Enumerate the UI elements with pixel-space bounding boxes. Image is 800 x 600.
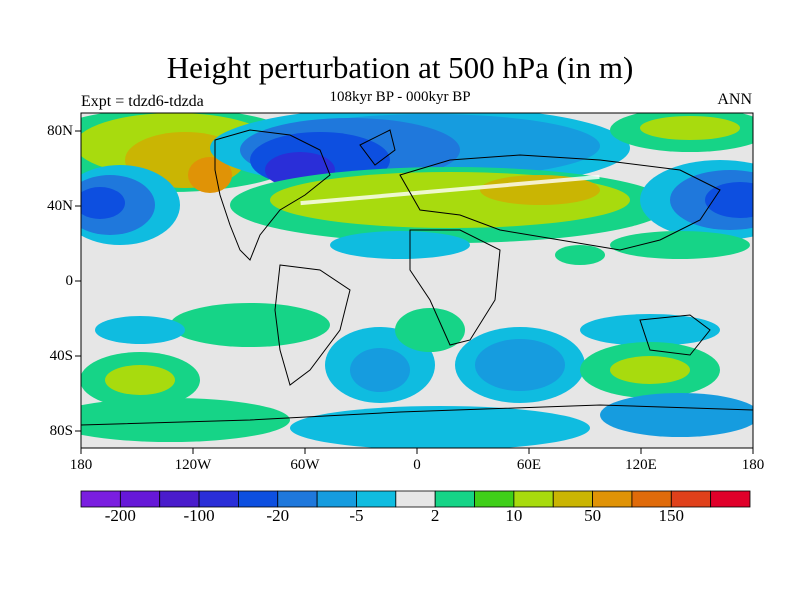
axis-ticks xyxy=(75,130,754,454)
colorbar-swatch xyxy=(198,490,239,508)
colorbar-swatch xyxy=(592,490,633,508)
colorbar-swatch xyxy=(277,490,318,508)
contour-patch xyxy=(640,116,740,140)
contour-patch xyxy=(480,175,600,205)
contour-patch xyxy=(330,231,470,259)
colorbar-swatch xyxy=(631,490,672,508)
colorbar-label: -5 xyxy=(349,506,364,525)
colorbar-label: 150 xyxy=(658,506,685,525)
contour-patch xyxy=(188,157,232,193)
colorbar-label: 10 xyxy=(505,506,523,525)
lat-label-40n: 40N xyxy=(47,198,73,214)
contour-patch xyxy=(350,348,410,392)
contour-patch xyxy=(81,187,125,219)
map-title: Height perturbation at 500 hPa (in m) xyxy=(166,50,634,85)
colorbar-swatch xyxy=(434,490,475,508)
lon-label-0: 0 xyxy=(413,457,421,473)
contour-patch xyxy=(580,314,720,346)
colorbar-swatch xyxy=(513,490,554,508)
contour-patch xyxy=(290,406,590,448)
contour-patch xyxy=(705,182,753,218)
lat-label-40s: 40S xyxy=(49,348,73,364)
contour-patch xyxy=(95,316,185,344)
lon-label-60w: 60W xyxy=(290,457,320,473)
colorbar-swatch xyxy=(316,490,357,508)
lat-label-0: 0 xyxy=(65,273,74,289)
colorbar-swatch xyxy=(710,490,751,508)
colorbar-label: -100 xyxy=(183,506,215,525)
lon-label-120w: 120W xyxy=(174,457,212,473)
colorbar-swatch xyxy=(238,490,279,508)
map-subtitle: 108kyr BP - 000kyr BP xyxy=(329,89,471,105)
colorbar-swatch xyxy=(474,490,515,508)
colorbar-label: 50 xyxy=(584,506,602,525)
contour-field xyxy=(81,113,753,448)
contour-patch xyxy=(300,174,600,206)
contour-patch xyxy=(170,303,330,347)
contour-patch xyxy=(600,393,753,437)
colorbar-label: -200 xyxy=(104,506,136,525)
colorbar xyxy=(80,490,751,508)
colorbar-swatch xyxy=(80,490,121,508)
contour-patch xyxy=(475,339,565,391)
season-label: ANN xyxy=(717,91,752,108)
contour-patch xyxy=(81,398,290,442)
contour-patch xyxy=(555,245,605,265)
lon-label-60e: 60E xyxy=(516,457,542,473)
colorbar-swatch xyxy=(356,490,397,508)
colorbar-label: 2 xyxy=(430,506,440,525)
contour-patch xyxy=(610,231,750,259)
colorbar-swatch xyxy=(159,490,200,508)
lon-label-180w: 180 xyxy=(69,457,93,473)
coastlines xyxy=(81,129,753,426)
lat-label-80s: 80S xyxy=(49,423,73,439)
colorbar-swatch xyxy=(670,490,712,508)
colorbar-swatch xyxy=(119,490,161,508)
colorbar-swatch xyxy=(395,490,436,508)
lat-label-80n: 80N xyxy=(47,123,73,139)
contour-patch xyxy=(610,356,690,384)
contour-patch xyxy=(395,308,465,352)
colorbar-label: -20 xyxy=(266,506,290,525)
contour-patch xyxy=(105,365,175,395)
colorbar-swatch xyxy=(552,490,593,508)
lon-label-120e: 120E xyxy=(625,457,657,473)
lon-label-180e: 180 xyxy=(741,457,765,473)
experiment-label: Expt = tdzd6-tdzda xyxy=(81,93,204,110)
